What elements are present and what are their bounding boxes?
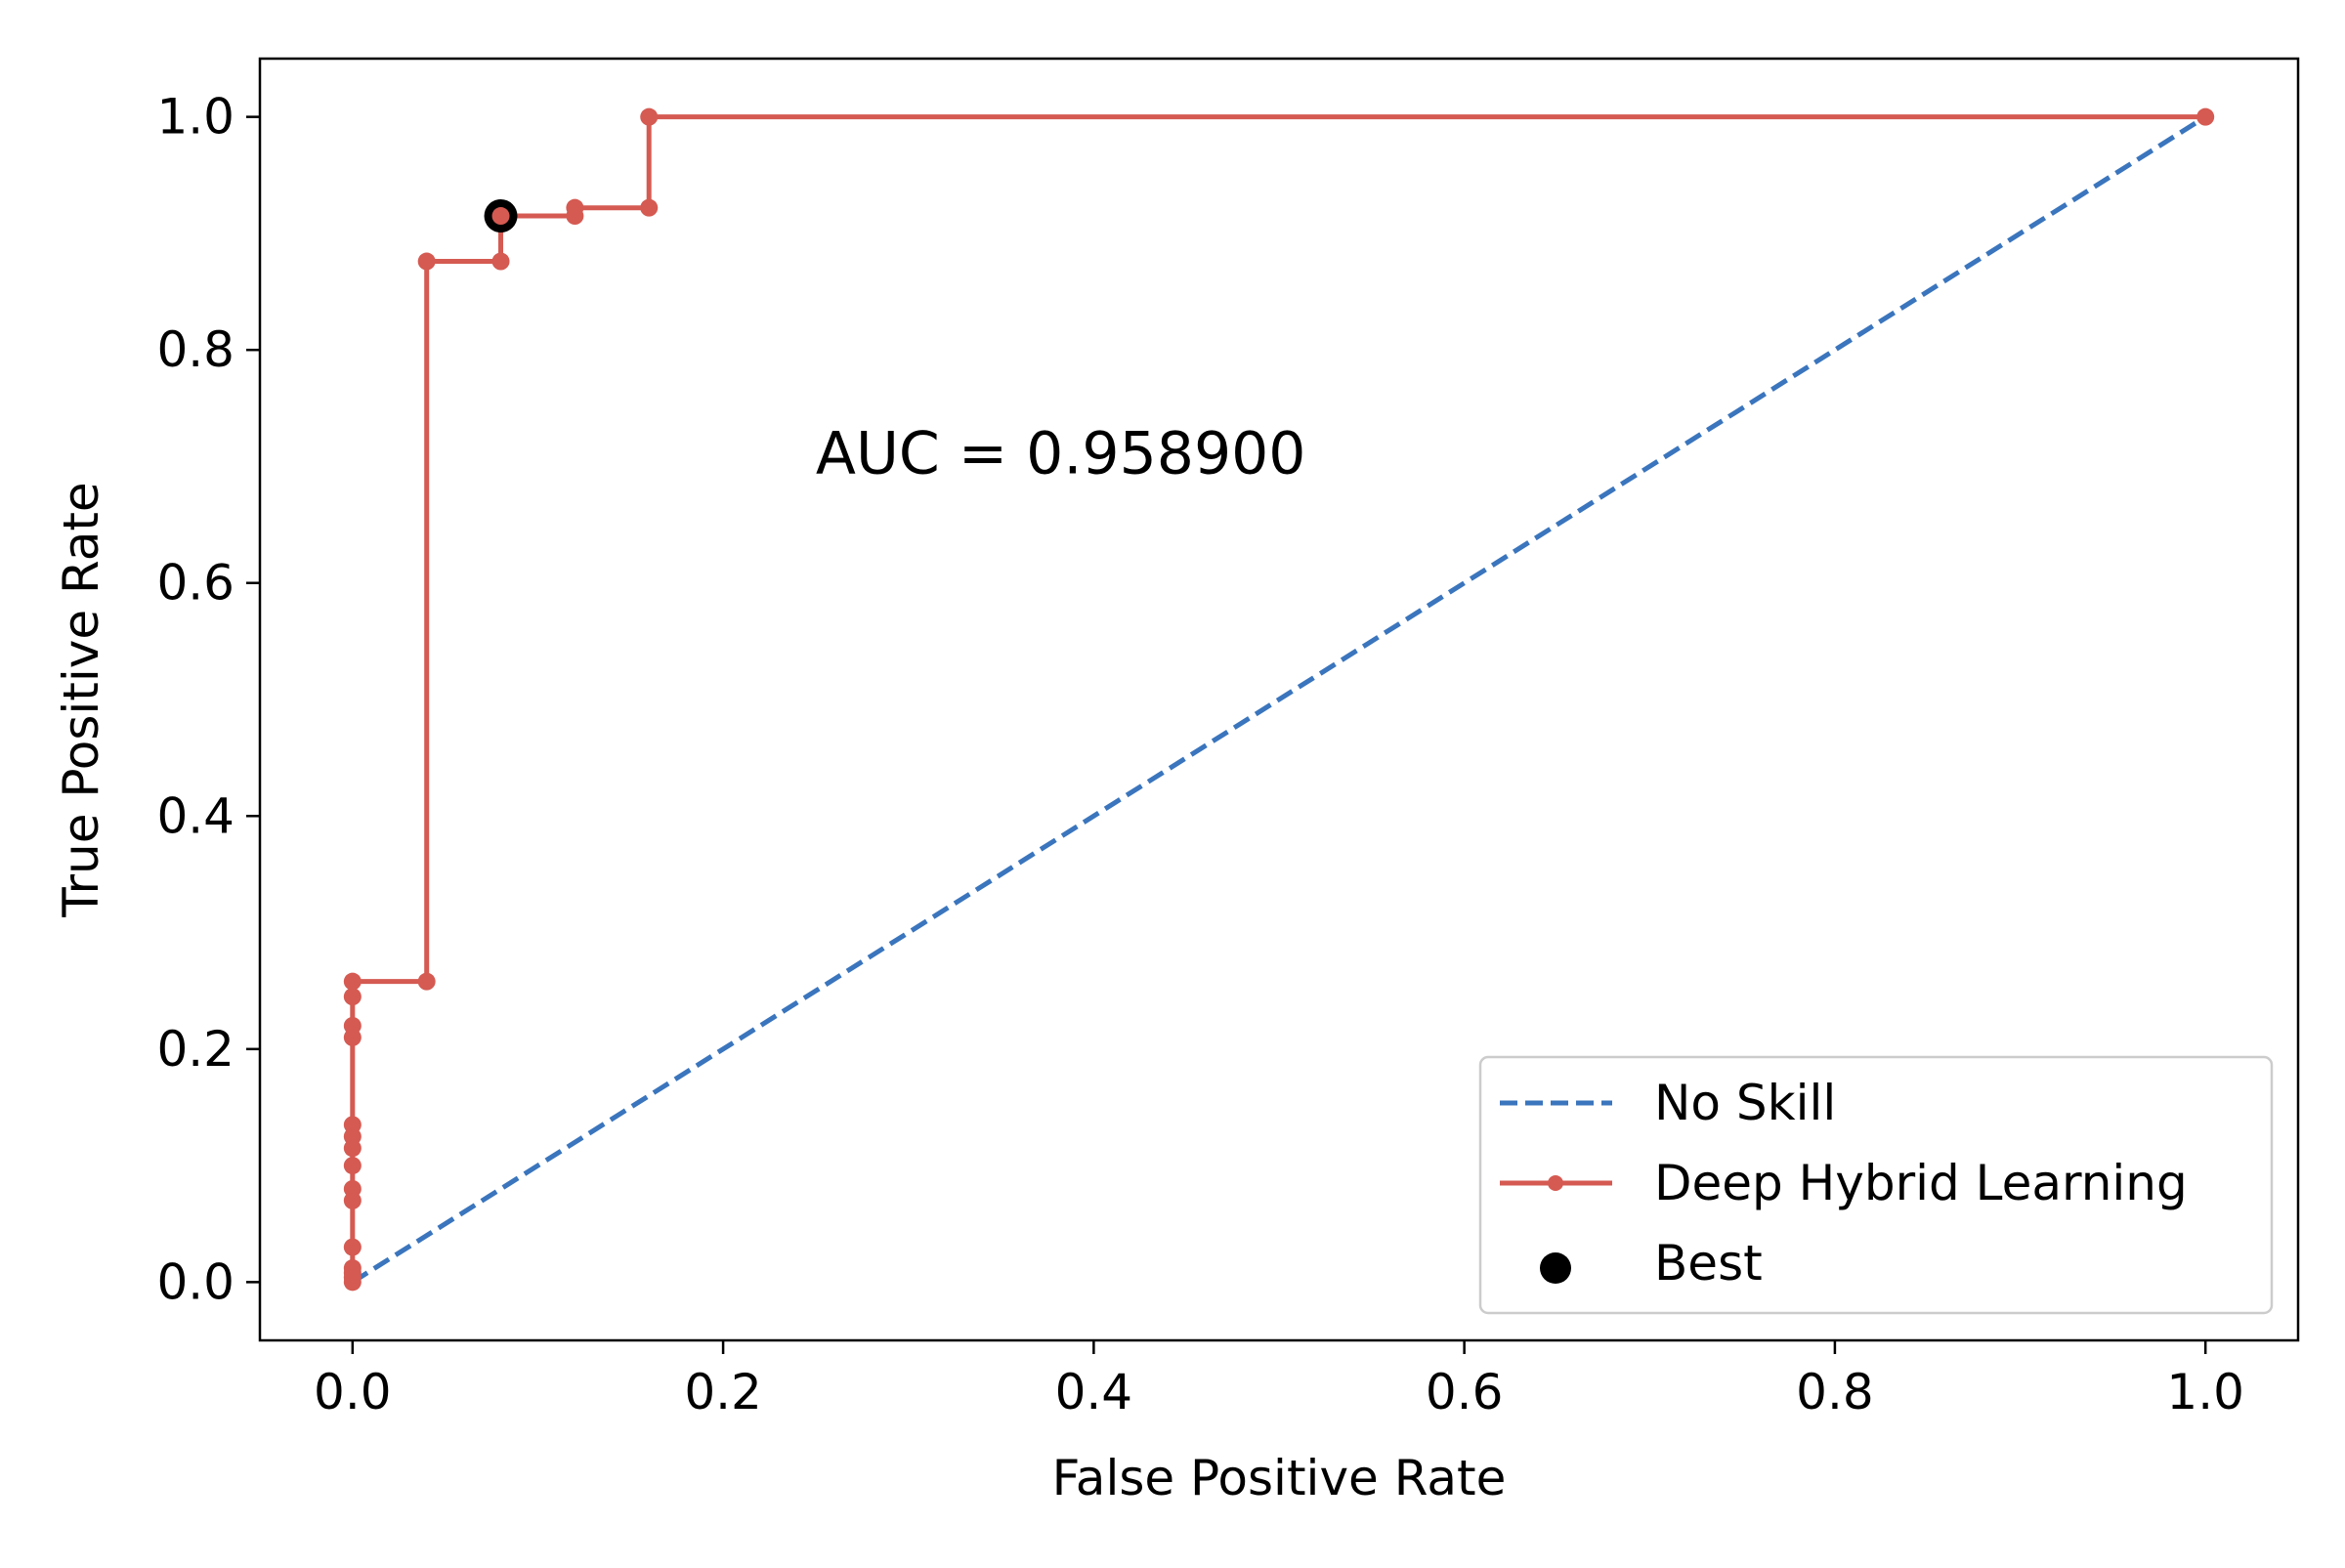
x-tick-label-2: 0.4 bbox=[1055, 1364, 1133, 1420]
dhl-point-22 bbox=[640, 107, 659, 126]
dhl-point-6 bbox=[343, 1179, 362, 1198]
x-tick-label-4: 0.8 bbox=[1796, 1364, 1874, 1420]
dhl-point-23 bbox=[2196, 107, 2215, 126]
y-tick-label-0: 0.0 bbox=[156, 1253, 234, 1310]
x-tick-label-3: 0.6 bbox=[1426, 1364, 1504, 1420]
dhl-point-13 bbox=[343, 988, 362, 1006]
dhl-point-16 bbox=[417, 252, 436, 271]
y-axis-label: True Positive Rate bbox=[53, 482, 109, 917]
y-tick-label-5: 1.0 bbox=[156, 89, 234, 146]
x-tick-label-5: 1.0 bbox=[2166, 1364, 2244, 1420]
legend-label-no-skill: No Skill bbox=[1654, 1075, 1836, 1131]
dhl-point-10 bbox=[343, 1116, 362, 1134]
plot-frame bbox=[258, 57, 2300, 1342]
dhl-point-12 bbox=[343, 1016, 362, 1035]
ticks-layer: 0.0 0.2 0.4 0.6 0.8 1.0 0.0 0.2 0.4 0.6 0.8 1.0 bbox=[156, 89, 2243, 1420]
legend-best-marker bbox=[1540, 1252, 1571, 1284]
legend-label-best: Best bbox=[1654, 1235, 1763, 1292]
legend-box bbox=[1478, 1055, 2274, 1315]
y-tick-label-2: 0.4 bbox=[156, 787, 234, 844]
dhl-point-21 bbox=[640, 198, 659, 217]
y-tick-label-1: 0.2 bbox=[156, 1021, 234, 1078]
dhl-point-4 bbox=[343, 1238, 362, 1256]
x-tick-label-0: 0.0 bbox=[314, 1364, 392, 1420]
marks-layer bbox=[343, 107, 2215, 1292]
y-tick-label-4: 0.8 bbox=[156, 321, 234, 378]
dhl-point-14 bbox=[343, 972, 362, 991]
dhl-point-7 bbox=[343, 1157, 362, 1175]
no-skill-line bbox=[351, 114, 2207, 1285]
dhl-point-18 bbox=[491, 207, 510, 226]
x-tick-label-1: 0.2 bbox=[684, 1364, 762, 1420]
x-axis-label: False Positive Rate bbox=[1052, 1450, 1507, 1506]
y-tick-label-3: 0.6 bbox=[156, 555, 234, 612]
legend-dhl-marker bbox=[1548, 1175, 1563, 1191]
dhl-point-17 bbox=[491, 252, 510, 271]
dhl-point-15 bbox=[417, 972, 436, 991]
legend: No Skill Deep Hybrid Learning Best bbox=[1478, 1055, 2274, 1315]
legend-label-dhl: Deep Hybrid Learning bbox=[1654, 1155, 2188, 1211]
dhl-point-20 bbox=[566, 198, 584, 217]
auc-annotation: AUC = 0.958900 bbox=[816, 419, 1306, 487]
dhl-point-3 bbox=[343, 1259, 362, 1278]
